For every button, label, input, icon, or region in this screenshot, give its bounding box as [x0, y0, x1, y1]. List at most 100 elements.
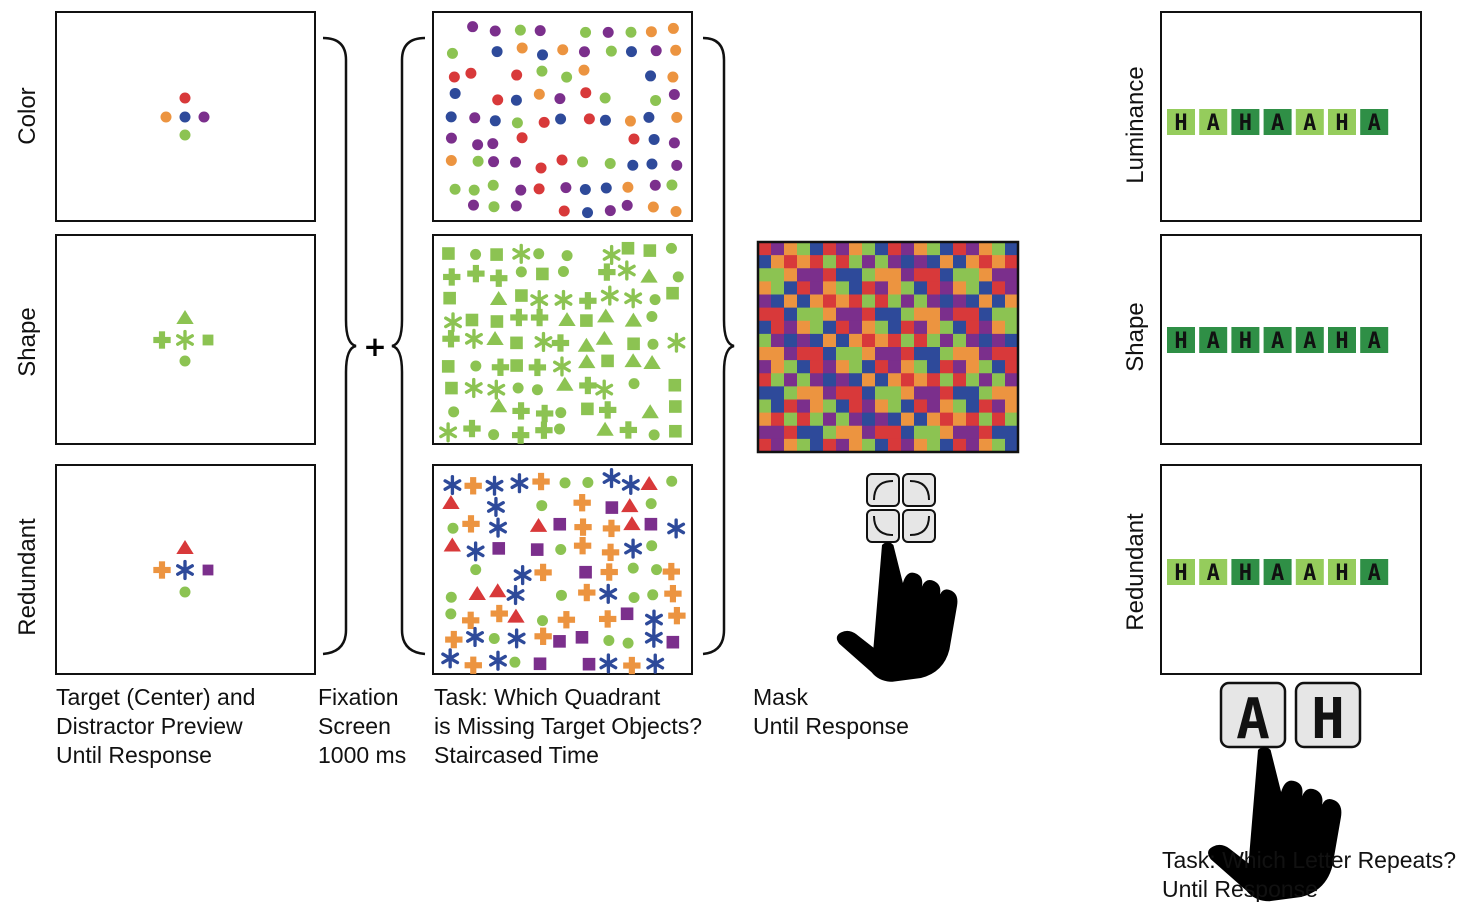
search-shape-item-24	[554, 289, 573, 311]
mask-cell-3-2	[784, 281, 798, 295]
mask-cell-3-19	[1005, 281, 1019, 295]
preview-color-right	[198, 111, 210, 123]
preview-shape-right	[202, 334, 214, 346]
mask-cell-1-9	[875, 255, 889, 269]
search-shape-item-88	[648, 429, 660, 441]
mask-cell-5-3	[797, 307, 811, 322]
mask-cell-2-7	[849, 268, 863, 282]
mask-cell-2-12	[914, 268, 928, 282]
search-color-item-31	[554, 93, 566, 105]
search-redundant-item-40	[579, 565, 592, 579]
search-caption-line-1: Task: Which Quadrant	[434, 684, 661, 710]
mask-cell-6-13	[927, 320, 941, 335]
search-redundant-item-78	[489, 650, 507, 671]
mask-cell-15-1	[771, 438, 785, 453]
search-redundant-item-83	[623, 656, 641, 675]
mask-cell-4-8	[862, 294, 876, 309]
mask-cell-6-1	[771, 320, 785, 335]
preview-color-left	[160, 111, 172, 123]
mask-cell-12-0	[758, 399, 772, 414]
letter-tile-row2-5-label: H	[1335, 561, 1348, 586]
search-shape-item-38	[624, 312, 643, 327]
search-color-item-24	[578, 64, 590, 76]
search-color-item-5	[602, 26, 614, 38]
search-color-item-84	[670, 206, 682, 218]
mask-cell-5-7	[849, 307, 863, 322]
mask-cell-2-8	[862, 268, 876, 282]
search-shape-item-4	[533, 248, 545, 260]
search-redundant-item-69	[534, 627, 552, 645]
mask-cell-8-7	[849, 347, 863, 361]
search-shape-item-57	[578, 354, 596, 369]
mask-cell-15-3	[797, 438, 811, 453]
mask-cell-1-2	[784, 255, 798, 269]
mask-cell-7-4	[810, 333, 824, 348]
mask-cell-1-1	[771, 255, 785, 269]
mask-cell-10-5	[823, 373, 837, 387]
search-shape-item-39	[646, 311, 658, 323]
mask-cell-0-9	[875, 242, 889, 256]
mask-cell-7-13	[927, 333, 941, 348]
mask-cell-7-10	[888, 333, 902, 348]
letter-tile-row1-1-label: A	[1207, 329, 1220, 354]
mask-cell-15-18	[992, 438, 1006, 453]
mask-cell-10-0	[758, 373, 772, 387]
search-color-item-34	[650, 94, 662, 106]
mask-cell-9-11	[901, 360, 915, 374]
mask-cell-7-5	[823, 333, 837, 348]
search-color-item-65	[449, 183, 461, 195]
search-redundant-item-17	[645, 498, 657, 510]
search-color-item-28	[492, 94, 504, 106]
search-color-item-73	[622, 181, 634, 193]
search-color-item-52	[648, 133, 660, 145]
mask-cell-10-19	[1005, 373, 1019, 387]
search-redundant-item-46	[468, 586, 486, 601]
mask-cell-3-1	[771, 281, 785, 295]
mask-cell-14-16	[966, 425, 980, 440]
search-shape-item-56	[553, 356, 571, 377]
search-shape-item-58	[601, 354, 614, 368]
search-shape-item-30	[444, 312, 462, 333]
search-redundant-item-7	[602, 468, 621, 489]
mask-cell-8-13	[927, 347, 941, 361]
mask-cell-5-11	[901, 307, 915, 322]
mask-cell-8-2	[784, 347, 798, 361]
search-shape-item-10	[443, 268, 461, 286]
preview-caption: Target (Center) and Distractor Preview U…	[56, 683, 255, 770]
mask-cell-1-3	[797, 255, 811, 269]
mask-cell-14-13	[927, 425, 941, 440]
mask-cell-0-1	[771, 242, 785, 256]
mask-cell-11-2	[784, 386, 798, 400]
search-redundant-item-81	[582, 657, 596, 671]
search-shape-item-40	[442, 330, 460, 348]
search-shape-item-68	[595, 379, 614, 400]
mask-cell-14-14	[940, 425, 954, 440]
mask-cell-1-14	[940, 255, 954, 269]
mask-cell-7-8	[862, 333, 876, 348]
letter-tile-row0-3: A	[1263, 109, 1292, 136]
mask-cell-12-19	[1005, 399, 1019, 414]
mask-cell-13-14	[940, 412, 954, 427]
mask-cell-2-16	[966, 268, 980, 282]
mask-cell-8-18	[992, 347, 1006, 361]
preview-caption-line-3: Until Response	[56, 742, 212, 768]
search-redundant-item-36	[646, 540, 658, 552]
mask-cell-0-19	[1005, 242, 1019, 256]
mask-cell-10-14	[940, 373, 954, 387]
search-redundant-item-47	[489, 583, 507, 598]
mask-cell-10-17	[979, 373, 993, 387]
mask-cell-14-3	[797, 425, 811, 440]
preview-color-bottom	[179, 129, 191, 141]
mask-cell-1-15	[953, 255, 967, 269]
letter-tile-row2-1: A	[1199, 559, 1228, 586]
search-redundant-item-50	[578, 583, 596, 602]
search-shape-item-80	[439, 422, 458, 443]
search-shape-item-86	[596, 421, 614, 436]
search-color-item-3	[534, 25, 546, 37]
search-shape-item-83	[511, 426, 530, 444]
mask-cell-0-11	[901, 242, 915, 256]
search-redundant-item-30	[492, 542, 506, 555]
search-color-item-2	[514, 24, 526, 36]
search-shape-item-28	[649, 294, 661, 306]
letter-tile-row0-5-label: H	[1335, 111, 1348, 136]
